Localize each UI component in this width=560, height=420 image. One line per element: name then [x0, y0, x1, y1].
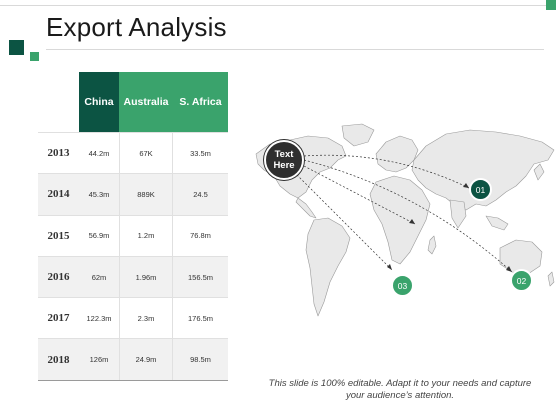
table-row: 2016 62m 1.96m 156.5m [38, 255, 228, 298]
location-marker-01: 01 [469, 178, 492, 201]
title-accent-square-dark [9, 40, 24, 55]
china-cell: 62m [91, 272, 107, 282]
safrica-cell: 33.5m [190, 148, 211, 158]
china-cell: 126m [89, 355, 109, 365]
table-bottom-rule [38, 380, 228, 381]
origin-marker: Text Here [264, 140, 304, 180]
china-cell: 44.2m [88, 148, 110, 158]
safrica-cell: 176.5m [187, 313, 214, 323]
connector-line-03 [293, 171, 393, 271]
connector-line-02 [303, 159, 513, 273]
safrica-cell: 24.5 [193, 189, 208, 199]
title-accent-square-light [30, 52, 39, 61]
arrowhead-africa [409, 219, 415, 224]
arrowhead-02 [506, 266, 512, 272]
top-rule [0, 5, 548, 6]
header-china: China [79, 72, 119, 132]
table-row: 2015 56.9m 1.2m 76.8m [38, 214, 228, 256]
year-cell: 2015 [47, 229, 70, 242]
year-cell: 2013 [47, 147, 70, 160]
table-row: 2017 122.3m 2.3m 176.5m [38, 297, 228, 339]
caption: This slide is 100% editable. Adapt it to… [250, 378, 550, 402]
title-rule [46, 49, 544, 50]
origin-label-line2: Here [273, 160, 295, 171]
greenland-shape [341, 123, 375, 147]
location-marker-02: 02 [510, 269, 533, 292]
madagascar-shape [427, 235, 437, 255]
new-zealand-shape [547, 271, 555, 287]
china-cell: 122.3m [86, 313, 112, 323]
australia-cell: 1.2m [119, 215, 173, 256]
year-cell: 2016 [47, 271, 70, 284]
caption-line2: your audience’s attention. [345, 390, 455, 401]
caption-line1: This slide is 100% editable. Adapt it to… [268, 378, 532, 389]
china-cell: 56.9m [88, 231, 110, 241]
australia-shape [499, 239, 543, 275]
table-body: 2013 44.2m 67K 33.5m 2014 45.3m 889K 24.… [38, 132, 228, 380]
safrica-cell: 76.8m [190, 231, 211, 241]
south-america-shape [305, 217, 351, 317]
table-row: 2014 45.3m 889K 24.5 [38, 173, 228, 215]
table-row: 2013 44.2m 67K 33.5m [38, 132, 228, 174]
safrica-cell: 156.5m [187, 272, 214, 282]
world-map [255, 123, 555, 317]
central-america-shape [295, 197, 317, 219]
header-australia: Australia [119, 72, 173, 132]
table-row: 2018 126m 24.9m 98.5m [38, 338, 228, 380]
corner-accent-square [546, 0, 556, 10]
origin-label-line1: Text [274, 149, 294, 160]
year-cell: 2018 [47, 353, 70, 366]
arrowhead-01 [463, 183, 469, 188]
header-safrica: S. Africa [173, 72, 228, 132]
japan-shape [533, 163, 545, 181]
asia-shape [411, 129, 555, 211]
connector-line-01 [303, 154, 470, 189]
india-shape [449, 199, 467, 229]
year-cell: 2014 [47, 188, 70, 201]
australia-cell: 2.3m [119, 298, 173, 339]
table-header-row: China Australia S. Africa [79, 72, 228, 132]
arrowhead-03 [387, 264, 392, 270]
southeast-asia-shape [485, 215, 509, 231]
location-marker-03: 03 [391, 274, 414, 297]
africa-shape [369, 175, 431, 265]
safrica-cell: 98.5m [190, 355, 211, 365]
australia-cell: 24.9m [119, 339, 173, 380]
year-cell: 2017 [47, 312, 70, 325]
australia-cell: 1.96m [119, 256, 173, 298]
australia-cell: 67K [119, 133, 173, 174]
australia-cell: 889K [119, 174, 173, 215]
connector-line-africa [303, 165, 416, 225]
china-cell: 45.3m [88, 189, 110, 199]
slide-title: Export Analysis [46, 12, 227, 42]
